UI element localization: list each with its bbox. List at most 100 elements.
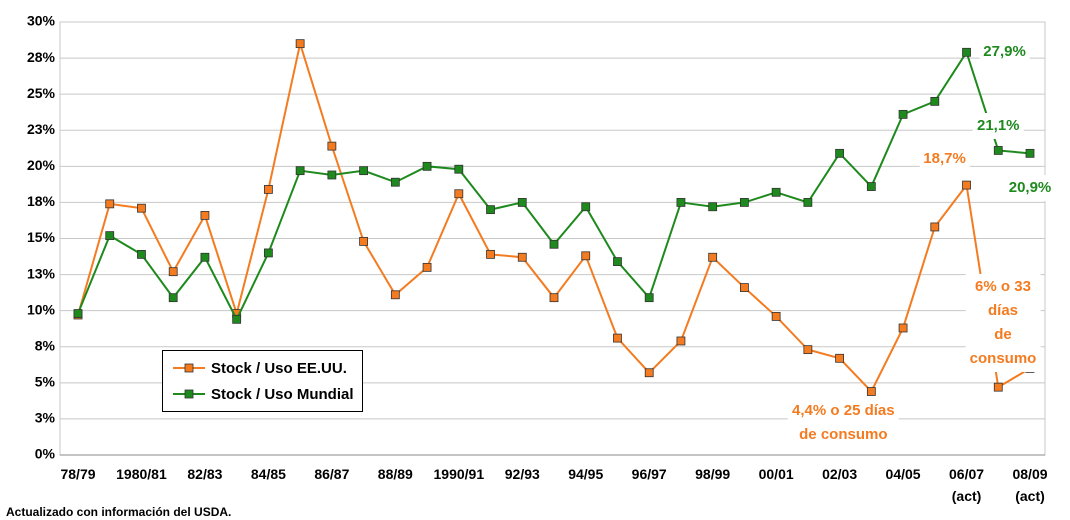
x-tick-label: 96/97	[631, 466, 667, 482]
data-point	[581, 202, 591, 212]
value-label: 18,7%	[919, 146, 970, 173]
y-tick-label: 15%	[27, 229, 56, 245]
data-point	[866, 387, 876, 396]
data-point	[708, 252, 718, 262]
data-point	[295, 39, 305, 49]
data-point	[549, 293, 559, 303]
data-point	[898, 323, 908, 333]
data-point	[740, 283, 749, 292]
y-tick-label: 8%	[35, 337, 56, 353]
value-label: 6% o 33 días de consumo	[965, 274, 1041, 373]
y-tick-label: 28%	[27, 49, 56, 65]
y-tick-label: 3%	[35, 410, 56, 426]
data-point	[962, 47, 971, 57]
y-tick-label: 5%	[35, 374, 56, 390]
x-tick-label: 78/79	[60, 466, 96, 482]
data-point	[454, 164, 464, 174]
data-point	[422, 262, 432, 272]
legend-label: Stock / Uso EE.UU.	[211, 359, 347, 377]
y-tick-label: 13%	[27, 265, 56, 281]
data-point	[740, 198, 749, 207]
x-tick-label: 88/89	[377, 466, 413, 482]
data-point	[486, 205, 495, 215]
footnote: Actualizado con información del USDA.	[6, 505, 232, 519]
legend-label: Stock / Uso Mundial	[211, 385, 354, 403]
data-point	[295, 166, 305, 176]
data-point	[390, 177, 400, 187]
data-point	[581, 251, 591, 261]
data-point	[644, 293, 654, 303]
data-point	[1025, 148, 1035, 158]
y-tick-label: 23%	[27, 121, 56, 137]
value-label: 21,1%	[972, 113, 1024, 140]
data-point	[486, 249, 495, 259]
x-tick-label: 08/09 (act)	[1012, 466, 1048, 504]
data-point	[613, 333, 622, 343]
data-point	[835, 353, 844, 363]
x-tick-label: 06/07 (act)	[949, 466, 985, 504]
data-point	[771, 312, 781, 321]
data-point	[137, 203, 146, 213]
data-point	[962, 180, 971, 190]
value-label: 4,4% o 25 días de consumo	[788, 398, 899, 449]
x-tick-label: 84/85	[250, 466, 286, 482]
legend-item: Stock / Uso EE.UU.	[171, 355, 354, 381]
x-tick-label: 00/01	[758, 466, 794, 482]
x-tick-label: 04/05	[885, 466, 921, 482]
value-label: 20,9%	[1004, 175, 1056, 202]
y-tick-label: 10%	[27, 301, 56, 317]
data-point	[200, 211, 210, 220]
x-tick-label: 94/95	[568, 466, 604, 482]
data-point	[644, 368, 654, 378]
data-point	[835, 148, 844, 158]
legend-item: Stock / Uso Mundial	[171, 381, 354, 407]
data-point	[263, 248, 273, 258]
data-point	[866, 182, 876, 191]
x-tick-label: 1990/91	[433, 466, 485, 482]
data-point	[232, 314, 242, 324]
legend: Stock / Uso EE.UU. Stock / Uso Mundial	[162, 350, 363, 412]
data-point	[613, 257, 622, 266]
data-point	[549, 239, 559, 249]
data-point	[517, 252, 527, 262]
legend-swatch	[173, 389, 205, 399]
x-tick-label: 92/93	[504, 466, 540, 482]
y-tick-label: 20%	[27, 157, 56, 173]
data-point	[359, 236, 369, 246]
x-tick-label: 1980/81	[116, 466, 167, 482]
legend-marker	[184, 363, 194, 373]
data-point	[105, 199, 115, 209]
data-point	[708, 202, 718, 212]
data-point	[803, 345, 813, 355]
data-point	[930, 96, 940, 106]
data-point	[993, 146, 1003, 155]
x-tick-label: 82/83	[187, 466, 223, 482]
data-point	[105, 231, 115, 241]
legend-swatch	[173, 363, 205, 373]
x-tick-label: 02/03	[822, 466, 858, 482]
data-point	[454, 189, 464, 199]
data-point	[898, 109, 908, 119]
data-point	[771, 187, 781, 197]
data-point	[263, 185, 273, 194]
data-point	[200, 252, 210, 262]
data-point	[803, 198, 813, 207]
data-point	[930, 222, 940, 232]
y-tick-label: 30%	[27, 13, 56, 29]
legend-marker	[184, 389, 194, 399]
data-point	[359, 166, 369, 176]
y-tick-label: 0%	[35, 446, 56, 462]
x-tick-label: 86/87	[314, 466, 350, 482]
data-point	[73, 309, 83, 318]
data-point	[168, 267, 178, 277]
data-point	[676, 336, 686, 346]
y-tick-label: 25%	[27, 85, 56, 101]
value-label: 27,9%	[979, 39, 1030, 66]
data-point	[676, 198, 686, 207]
y-tick-label: 18%	[27, 193, 56, 209]
data-point	[327, 141, 337, 151]
data-point	[168, 293, 178, 303]
data-point	[517, 198, 527, 207]
